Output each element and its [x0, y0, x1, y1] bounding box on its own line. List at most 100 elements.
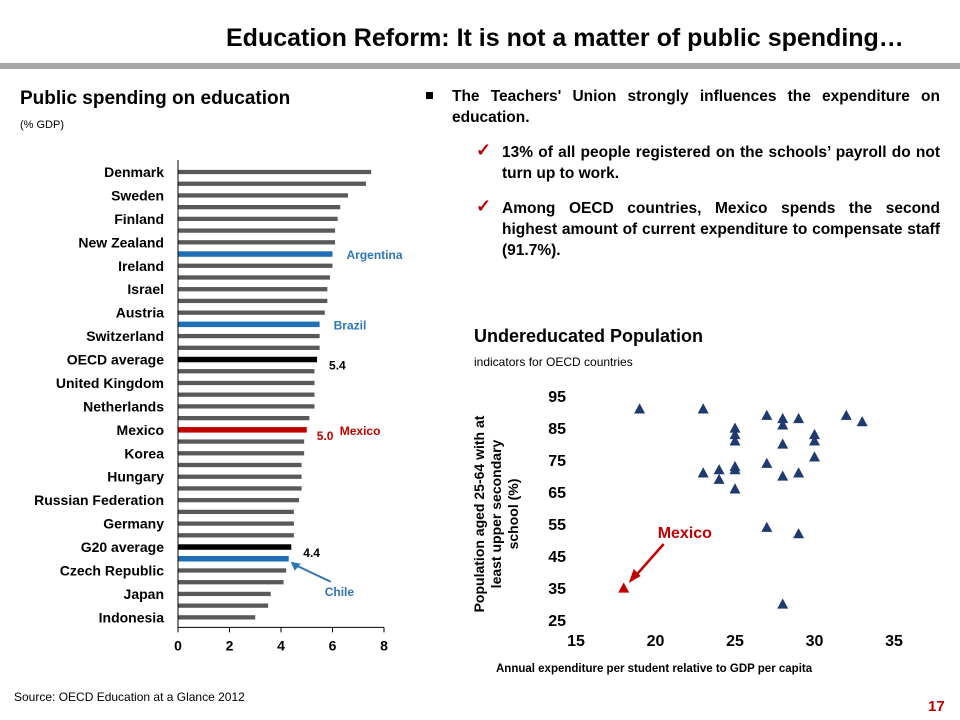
- x-axis-label: Annual expenditure per student relative …: [496, 663, 813, 675]
- category-label: Israel: [127, 281, 164, 297]
- scatter-point: [697, 403, 709, 414]
- scatter-point: [729, 435, 741, 446]
- bar: [178, 287, 328, 292]
- checkmark-icon: ✓: [476, 196, 492, 216]
- page-number: 17: [928, 698, 945, 715]
- bullet-main: The Teachers' Union strongly influences …: [426, 86, 940, 128]
- scatter-point: [809, 435, 820, 446]
- scatter-point: [729, 483, 741, 494]
- bar-annotation: Argentina: [347, 248, 403, 262]
- y-tick-label: 35: [548, 581, 566, 598]
- x-tick-label: 30: [806, 633, 824, 650]
- bar: [178, 474, 302, 479]
- scatter-point: [729, 464, 741, 475]
- category-label: Korea: [124, 445, 164, 461]
- scatter-point: [729, 422, 741, 433]
- bullet-sub-text: Among OECD countries, Mexico spends the …: [502, 200, 940, 259]
- bar: [178, 509, 294, 515]
- bar: [178, 205, 341, 210]
- bar: [178, 533, 294, 538]
- bar: [178, 556, 289, 562]
- x-tick-label: 2: [226, 637, 234, 653]
- bar-annotation: Brazil: [334, 318, 367, 332]
- mexico-point: [618, 582, 630, 593]
- bar: [178, 275, 330, 280]
- bar: [178, 321, 320, 328]
- category-label: Mexico: [117, 422, 164, 438]
- scatter-point: [793, 412, 805, 424]
- bullet-list: The Teachers' Union strongly influences …: [426, 86, 940, 261]
- scatter-point: [793, 528, 805, 539]
- source-note: Source: OECD Education at a Glance 2012: [14, 690, 245, 704]
- bar: [178, 615, 256, 620]
- bar: [178, 451, 305, 456]
- bar: [178, 404, 315, 409]
- scatter-point: [856, 416, 868, 427]
- bar: [178, 591, 271, 597]
- annotation-arrowhead: [290, 561, 301, 571]
- bullet-sub: ✓ Among OECD countries, Mexico spends th…: [426, 196, 940, 261]
- category-label: United Kingdom: [56, 375, 164, 391]
- bar: [178, 228, 336, 233]
- bar: [178, 369, 315, 374]
- data-label: 5.0: [317, 429, 334, 443]
- scatter-point: [777, 470, 789, 481]
- x-tick-label: 20: [647, 633, 665, 650]
- bar: [178, 169, 372, 175]
- mexico-arrow: [632, 543, 665, 579]
- bar: [178, 310, 325, 315]
- scatter-point: [777, 438, 789, 449]
- x-tick-label: 25: [726, 633, 744, 650]
- bullet-main-text: The Teachers' Union strongly influences …: [452, 88, 940, 126]
- bar: [178, 193, 348, 198]
- bar-chart-title: Public spending on education: [20, 88, 291, 109]
- category-label: Austria: [116, 305, 164, 321]
- bullet-sub: ✓ 13% of all people registered on the sc…: [426, 140, 940, 184]
- x-tick-label: 0: [174, 637, 182, 653]
- slide-title: Education Reform: It is not a matter of …: [226, 24, 904, 52]
- mexico-label: Mexico: [658, 525, 712, 542]
- scatter-point: [761, 521, 773, 532]
- category-label: Netherlands: [83, 398, 164, 414]
- category-label: Japan: [124, 586, 164, 602]
- scatter-point: [793, 467, 805, 478]
- bar: [178, 356, 318, 363]
- scatter-point: [777, 598, 789, 609]
- x-tick-label: 6: [329, 637, 337, 653]
- data-label: 4.4: [303, 546, 320, 560]
- bar-chart: Denmark Sweden Finland New Zealand Argentina…: [34, 160, 403, 653]
- scatter-point: [809, 451, 820, 462]
- bar-chart-subtitle: (% GDP): [20, 119, 64, 131]
- mexico-arrowhead: [628, 569, 641, 583]
- y-tick-label: 95: [548, 389, 566, 406]
- data-label: 5.4: [329, 359, 346, 373]
- y-tick-label: 65: [548, 485, 566, 502]
- scatter-point: [840, 409, 852, 420]
- bar: [178, 486, 302, 491]
- scatter-point: [634, 403, 646, 414]
- scatter-point: [777, 412, 789, 424]
- bar: [178, 181, 366, 186]
- x-tick-label: 35: [885, 633, 903, 650]
- square-bullet-icon: [426, 92, 433, 99]
- x-tick-label: 15: [567, 633, 585, 650]
- scatter-point: [777, 419, 789, 430]
- y-tick-label: 45: [548, 549, 566, 566]
- category-label: Hungary: [107, 469, 164, 485]
- category-label: Russian Federation: [34, 492, 164, 508]
- bar: [178, 439, 305, 444]
- scatter-point: [761, 457, 773, 468]
- category-label: Finland: [114, 211, 164, 227]
- bar: [178, 427, 307, 433]
- bar: [178, 251, 333, 257]
- bar: [178, 568, 287, 573]
- category-label: Czech Republic: [60, 562, 164, 578]
- bar: [178, 521, 294, 526]
- scatter-point: [713, 464, 725, 475]
- bar-annotation: Mexico: [340, 424, 381, 438]
- y-tick-label: 85: [548, 421, 566, 438]
- bar: [178, 345, 320, 350]
- scatter-point: [729, 428, 741, 440]
- scatter-point: [697, 467, 709, 478]
- category-label: Germany: [103, 516, 164, 532]
